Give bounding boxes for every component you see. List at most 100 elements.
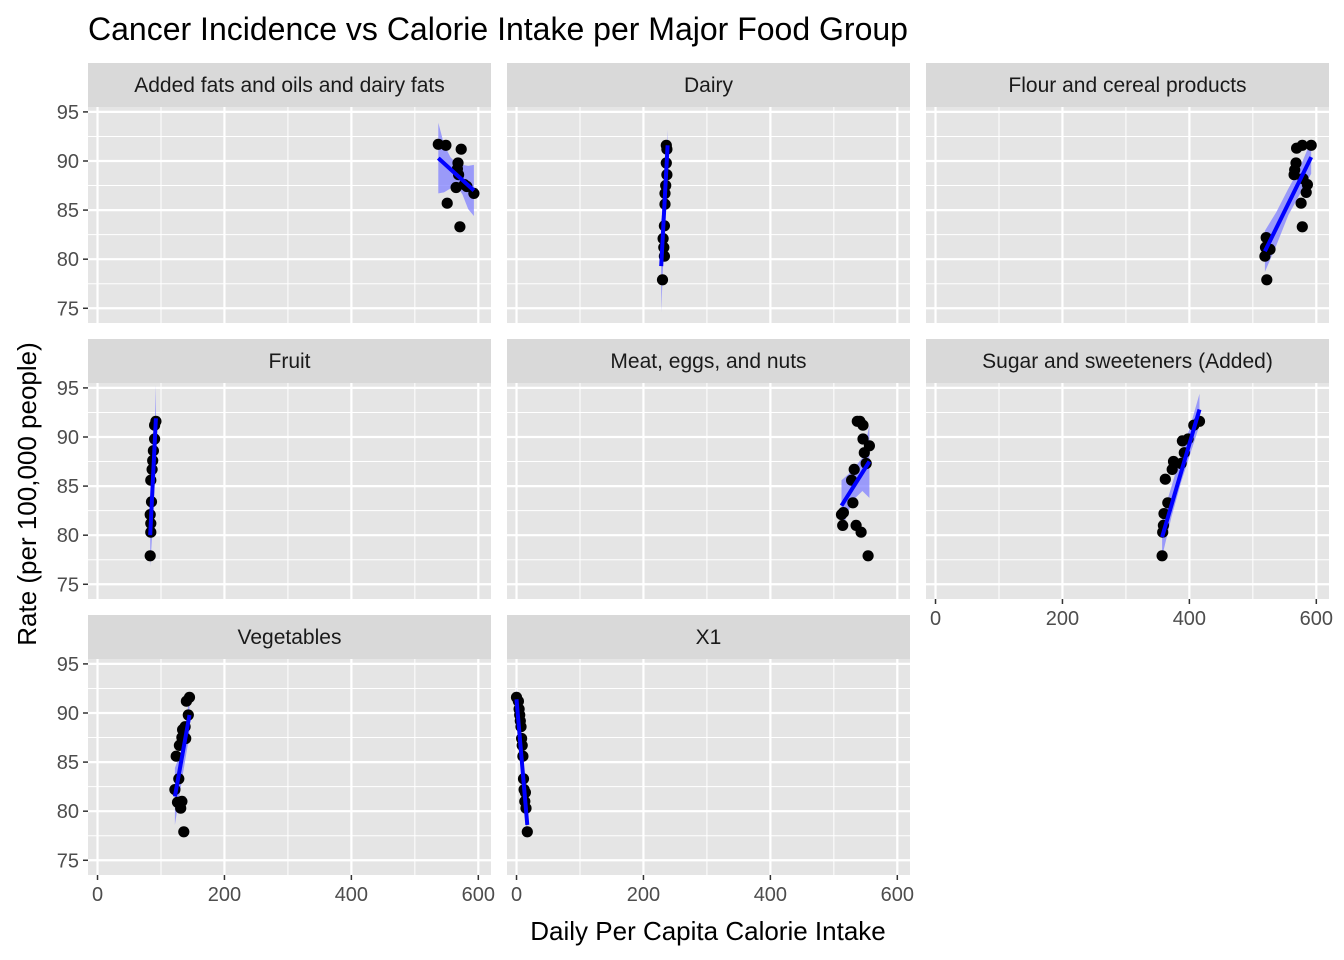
- strip-background: [926, 63, 1329, 107]
- y-tick-label: 95: [57, 102, 79, 124]
- facet-panel: Vegetables 75 80 85 90 95 0 200 400 600: [57, 615, 495, 906]
- data-point: [170, 750, 182, 762]
- facet-panel: Meat, eggs, and nuts: [507, 339, 910, 599]
- data-point: [656, 274, 669, 286]
- strip-label: Vegetables: [238, 626, 342, 649]
- x-tick-label: 600: [462, 884, 495, 906]
- panel-background: [507, 659, 910, 875]
- regression-line: [514, 699, 530, 826]
- data-point: [452, 157, 464, 169]
- panel-background: [88, 659, 491, 875]
- strip-label: Flour and cereal products: [1008, 74, 1246, 97]
- strip-label: Added fats and oils and dairy fats: [134, 74, 445, 97]
- x-tick-label: 0: [930, 608, 941, 630]
- data-point: [847, 497, 859, 509]
- data-point: [454, 221, 466, 233]
- y-tick-label: 75: [57, 298, 79, 320]
- strip-background: [507, 339, 910, 383]
- data-point: [441, 197, 453, 209]
- data-point: [1290, 157, 1302, 169]
- regression-line: [436, 156, 476, 192]
- y-tick-label: 80: [57, 249, 79, 271]
- data-point: [1305, 139, 1317, 151]
- x-tick-label: 0: [92, 884, 103, 906]
- panel-background: [88, 383, 491, 599]
- strip-label: Dairy: [684, 74, 734, 97]
- regression-line: [1160, 408, 1202, 538]
- facet-panel: X1 0 200 400 600: [507, 615, 914, 906]
- facet-panel: Sugar and sweeteners (Added) 0 200 400 600: [926, 339, 1333, 630]
- x-tick-label: 600: [881, 884, 914, 906]
- data-point: [1295, 197, 1307, 209]
- regression-line: [1263, 156, 1313, 253]
- regression-line: [659, 145, 670, 267]
- data-point: [183, 691, 196, 703]
- strip-label: Sugar and sweeteners (Added): [982, 350, 1273, 373]
- strip-background: [507, 63, 910, 107]
- panel-background: [507, 107, 910, 323]
- x-tick-label: 200: [1046, 608, 1079, 630]
- strip-background: [926, 339, 1329, 383]
- chart-title: Cancer Incidence vs Calorie Intake per M…: [88, 11, 908, 47]
- strip-label: X1: [696, 626, 722, 649]
- x-axis-title: Daily Per Capita Calorie Intake: [530, 916, 886, 946]
- regression-line: [839, 460, 872, 507]
- facet-panel: Dairy: [507, 63, 910, 323]
- strip-background: [88, 615, 491, 659]
- facet-panels: Added fats and oils and dairy fats 75 80 85…: [57, 63, 1333, 906]
- y-tick-label: 85: [57, 200, 79, 222]
- strip-label: Fruit: [269, 350, 311, 373]
- x-tick-label: 400: [754, 884, 787, 906]
- x-tick-label: 600: [1300, 608, 1333, 630]
- x-tick-label: 400: [335, 884, 368, 906]
- facet-panel: Added fats and oils and dairy fats 75 80 85…: [57, 63, 491, 323]
- y-tick-label: 75: [57, 574, 79, 596]
- x-tick-label: 200: [627, 884, 660, 906]
- data-point: [1261, 274, 1273, 286]
- y-axis-title: Rate (per 100,000 people): [12, 342, 42, 646]
- panel-background: [926, 107, 1329, 323]
- panel-background: [926, 383, 1329, 599]
- strip-background: [507, 615, 910, 659]
- y-tick-label: 80: [57, 801, 79, 823]
- data-point: [178, 826, 190, 838]
- y-tick-label: 95: [57, 378, 79, 400]
- data-point: [837, 506, 850, 519]
- regression-line: [172, 714, 192, 797]
- data-point: [1301, 179, 1313, 191]
- facet-panel: Flour and cereal products: [926, 63, 1329, 323]
- data-point: [863, 440, 876, 452]
- x-tick-label: 0: [511, 884, 522, 906]
- x-tick-label: 200: [208, 884, 241, 906]
- y-tick-label: 80: [57, 525, 79, 547]
- data-point: [521, 826, 533, 838]
- data-point: [1296, 139, 1308, 151]
- data-point: [455, 143, 467, 155]
- data-point: [176, 795, 188, 808]
- data-point: [1156, 550, 1168, 562]
- data-point: [1159, 473, 1171, 485]
- data-point: [440, 139, 452, 151]
- y-tick-label: 85: [57, 752, 79, 774]
- data-point: [862, 550, 874, 562]
- data-point: [1296, 221, 1308, 233]
- y-tick-label: 90: [57, 703, 79, 725]
- data-point: [837, 519, 849, 532]
- y-tick-label: 90: [57, 151, 79, 173]
- strip-background: [88, 339, 491, 383]
- y-tick-label: 90: [57, 427, 79, 449]
- panel-background: [88, 107, 491, 323]
- data-point: [144, 550, 156, 562]
- data-point: [848, 463, 860, 475]
- y-tick-label: 85: [57, 476, 79, 498]
- x-tick-label: 400: [1173, 608, 1206, 630]
- strip-label: Meat, eggs, and nuts: [610, 350, 806, 373]
- facet-panel: Fruit 75 80 85 90 95: [57, 339, 491, 599]
- regression-line: [148, 418, 158, 536]
- y-tick-label: 95: [57, 654, 79, 676]
- y-tick-label: 75: [57, 850, 79, 872]
- strip-background: [88, 63, 491, 107]
- data-point: [855, 526, 867, 538]
- data-point: [857, 419, 869, 431]
